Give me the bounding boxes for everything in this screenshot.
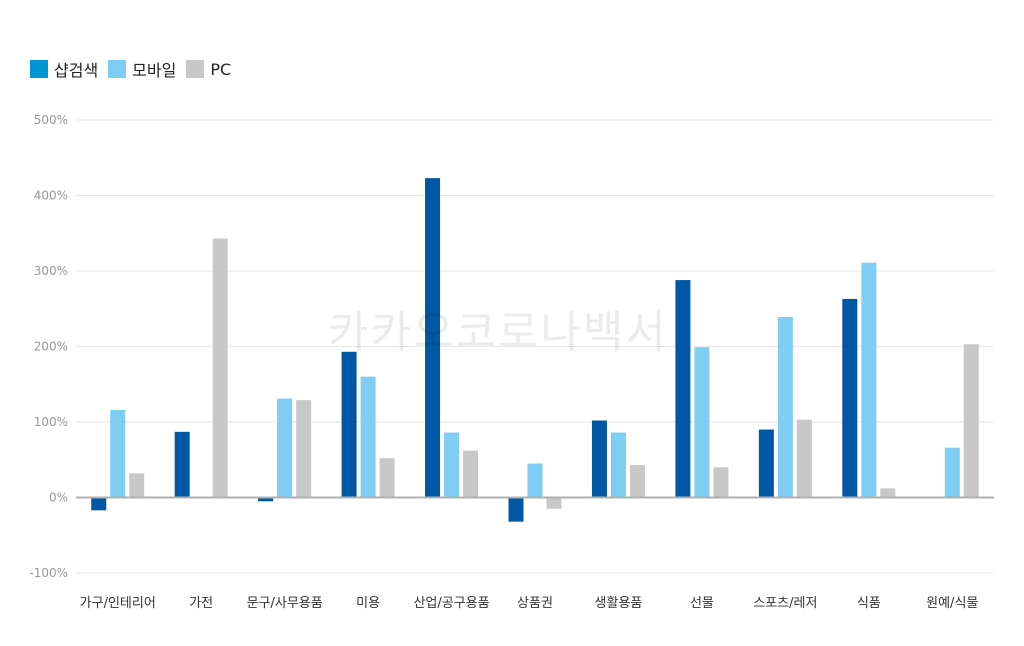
bar — [508, 497, 524, 522]
x-tick-label: 선물 — [690, 596, 714, 611]
bar — [174, 431, 190, 498]
bar — [110, 409, 126, 498]
x-tick-label: 원예/식물 — [926, 596, 978, 611]
bar — [129, 473, 145, 498]
bar — [713, 467, 729, 498]
bar — [425, 178, 441, 498]
legend-item-shop-search: 샵검색 — [30, 57, 98, 81]
x-tick-label: 상품권 — [517, 596, 553, 611]
bar — [675, 280, 691, 498]
bar — [796, 419, 812, 498]
bar — [880, 488, 896, 498]
bar — [758, 429, 774, 498]
bar — [379, 458, 395, 498]
y-tick-label: 500% — [34, 113, 68, 127]
x-tick-label: 스포츠/레저 — [753, 596, 817, 611]
y-tick-label: -100% — [29, 566, 68, 580]
x-tick-label: 식품 — [857, 596, 881, 611]
bar — [360, 376, 376, 498]
x-tick-label: 가전 — [189, 596, 213, 611]
bar — [277, 398, 293, 498]
watermark-text: 카카오코로나백서 — [328, 307, 668, 358]
bar — [258, 497, 274, 502]
x-tick-label: 가구/인테리어 — [80, 596, 156, 611]
y-tick-label: 200% — [34, 340, 68, 354]
bar — [610, 432, 626, 498]
bar — [91, 497, 107, 511]
bar — [212, 238, 228, 498]
x-tick-label: 산업/공구용품 — [413, 596, 489, 611]
y-tick-label: 100% — [34, 415, 68, 429]
bar — [629, 465, 645, 498]
x-tick-label: 생활용품 — [595, 596, 643, 611]
y-tick-label: 300% — [34, 264, 68, 278]
bar — [527, 463, 543, 498]
legend-swatch-pc — [186, 60, 205, 78]
bar — [546, 497, 562, 509]
legend-label-mobile: 모바일 — [132, 61, 177, 80]
x-tick-label: 문구/사무용품 — [247, 596, 323, 611]
bar — [591, 420, 607, 498]
bar — [463, 450, 479, 498]
legend-item-pc: PC — [186, 60, 231, 79]
legend-swatch-shop-search — [30, 60, 48, 78]
legend-label-shop-search: 샵검색 — [54, 61, 99, 80]
bar — [944, 447, 960, 498]
bar — [842, 298, 858, 498]
legend-item-mobile: 모바일 — [108, 57, 176, 81]
bar — [963, 344, 979, 498]
x-tick-label: 미용 — [356, 596, 380, 611]
bar — [777, 317, 793, 498]
bar — [341, 351, 357, 498]
y-tick-label: 400% — [34, 189, 68, 203]
chart-legend: 샵검색 모바일 PC — [30, 57, 231, 81]
bar — [694, 347, 710, 498]
y-tick-label: 0% — [49, 491, 68, 505]
bar — [861, 262, 877, 498]
legend-swatch-mobile — [108, 60, 127, 78]
bar — [444, 432, 460, 498]
bar — [296, 400, 312, 498]
legend-label-pc: PC — [210, 59, 232, 79]
